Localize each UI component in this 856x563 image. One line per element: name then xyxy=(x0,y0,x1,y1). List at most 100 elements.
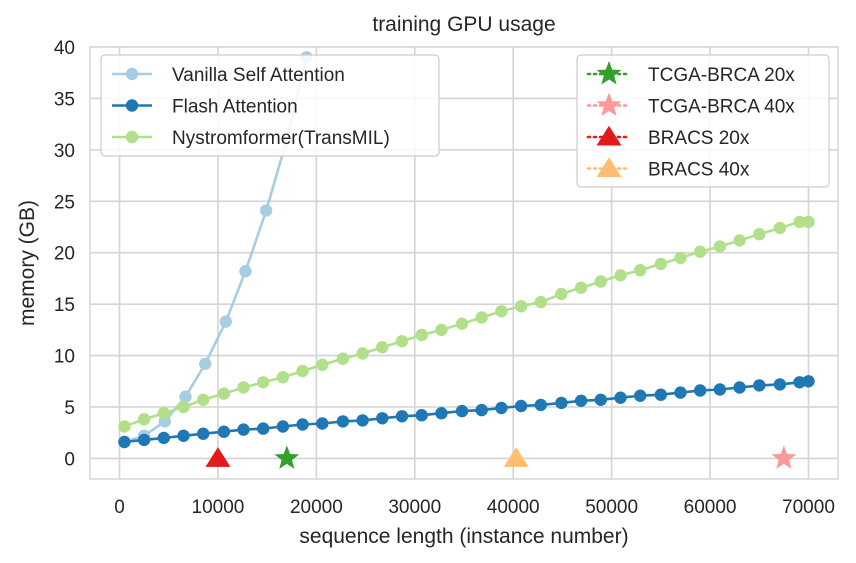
data-point xyxy=(276,420,290,433)
x-tick-label: 20000 xyxy=(290,497,343,518)
legend-box xyxy=(100,54,440,157)
dataset-markers xyxy=(205,445,797,469)
dataset-star-marker xyxy=(274,445,300,469)
legend-triangle-marker xyxy=(596,157,622,177)
x-tick-label: 70000 xyxy=(782,497,835,518)
data-point xyxy=(753,228,766,241)
legend-datasets: TCGA-BRCA 20x TCGA-BRCA 40x BRACS 20x BRACS… xyxy=(576,54,830,188)
x-axis-label: sequence length (instance number) xyxy=(299,525,628,548)
x-tick-labels: 0 10000 20000 30000 40000 50000 60000 70000 xyxy=(114,497,835,518)
data-point xyxy=(197,427,210,440)
y-tick-label: 35 xyxy=(54,89,75,110)
legend-star-marker xyxy=(596,61,622,85)
data-point xyxy=(802,375,815,388)
data-point xyxy=(316,417,329,430)
data-point xyxy=(753,379,766,392)
data-point xyxy=(217,387,231,400)
data-point xyxy=(475,403,488,417)
legend-label: BRACS 20x xyxy=(648,128,750,149)
data-point xyxy=(356,414,369,427)
data-point xyxy=(239,265,252,278)
series-3 xyxy=(118,215,815,433)
legend-box xyxy=(576,54,830,188)
y-tick-label: 10 xyxy=(54,347,75,368)
data-point xyxy=(555,396,568,410)
data-point xyxy=(534,295,547,309)
data-point xyxy=(594,393,607,406)
data-point xyxy=(217,425,231,438)
x-tick-label: 0 xyxy=(114,497,125,518)
series-2 xyxy=(118,375,815,449)
legend-label: Vanilla Self Attention xyxy=(172,65,345,86)
legend-label: TCGA-BRCA 40x xyxy=(648,97,795,118)
data-point xyxy=(555,287,568,301)
data-point xyxy=(395,335,409,348)
legend-marker xyxy=(125,99,139,112)
data-point xyxy=(276,371,290,384)
x-tick-label: 40000 xyxy=(487,497,540,518)
data-point xyxy=(514,399,528,413)
legend-label: Flash Attention xyxy=(172,97,298,118)
legend-marker xyxy=(125,130,139,144)
data-point xyxy=(415,409,428,422)
y-tick-label: 20 xyxy=(54,244,75,265)
dataset-star-marker xyxy=(771,445,797,469)
data-point xyxy=(199,357,212,370)
y-tick-labels: 0 5 10 15 20 25 30 35 40 xyxy=(54,38,75,470)
data-point xyxy=(594,275,607,288)
legend-marker xyxy=(125,67,139,81)
data-point xyxy=(455,404,469,418)
data-point xyxy=(475,311,488,324)
data-point xyxy=(495,401,508,415)
y-tick-label: 30 xyxy=(54,141,75,162)
data-point xyxy=(316,358,329,371)
legend-star-marker xyxy=(596,92,622,116)
data-point xyxy=(376,341,389,354)
y-tick-label: 5 xyxy=(64,398,75,419)
data-point xyxy=(257,422,270,435)
data-point xyxy=(733,381,746,394)
data-point xyxy=(534,398,547,412)
data-point xyxy=(415,328,428,342)
x-tick-label: 60000 xyxy=(684,497,737,518)
data-point xyxy=(219,315,232,328)
data-point xyxy=(614,269,627,282)
legend-label: TCGA-BRCA 20x xyxy=(648,65,795,86)
data-point xyxy=(654,257,667,271)
data-point xyxy=(435,323,448,337)
data-point xyxy=(296,364,309,378)
data-point xyxy=(237,381,250,394)
y-tick-label: 15 xyxy=(54,295,75,316)
data-point xyxy=(674,386,687,399)
data-point xyxy=(177,400,190,414)
chart-title: training GPU usage xyxy=(372,13,555,36)
y-axis-label: memory (GB) xyxy=(16,200,39,326)
legend-series: Vanilla Self Attention Flash Attention Nys… xyxy=(100,54,440,157)
data-point xyxy=(495,305,508,318)
data-point xyxy=(773,221,787,235)
data-point xyxy=(455,317,469,330)
data-point xyxy=(356,347,369,360)
data-point xyxy=(713,240,727,253)
x-tick-label: 30000 xyxy=(388,497,441,518)
data-point xyxy=(395,410,409,423)
dataset-triangle-marker xyxy=(503,447,529,467)
data-point xyxy=(733,234,746,247)
data-point xyxy=(137,413,151,426)
data-point xyxy=(336,415,350,428)
data-point xyxy=(157,431,170,445)
data-point xyxy=(793,215,806,229)
data-point xyxy=(118,435,131,449)
series-group xyxy=(118,51,815,449)
data-point xyxy=(157,407,170,420)
y-tick-label: 0 xyxy=(64,449,75,470)
data-point xyxy=(713,383,727,396)
data-point xyxy=(634,264,647,277)
data-point xyxy=(773,378,787,391)
data-point xyxy=(177,429,190,442)
dataset-triangle-marker xyxy=(205,447,231,467)
data-point xyxy=(336,352,350,365)
y-tick-label: 40 xyxy=(54,38,75,59)
data-point xyxy=(514,300,528,313)
